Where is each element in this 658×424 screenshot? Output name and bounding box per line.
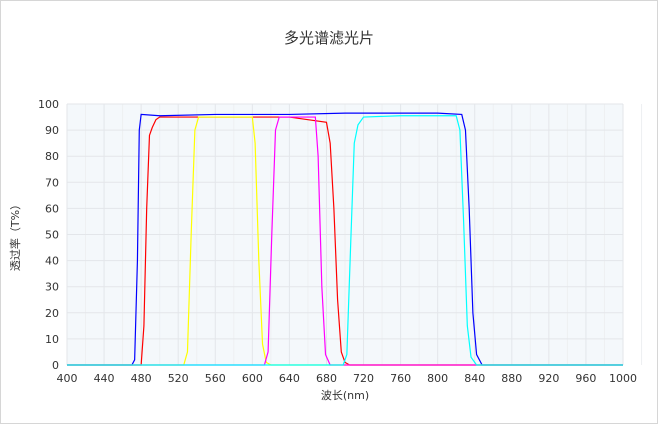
- chart-title: 多光谱滤光片: [284, 29, 374, 47]
- x-axis-label: 波长(nm): [321, 389, 369, 402]
- y-axis-label: 透过率（T%）: [8, 199, 22, 271]
- series-line-4: [67, 115, 623, 366]
- series-line-3: [67, 116, 623, 366]
- y-tick-label: 80: [45, 150, 59, 163]
- y-tick-label: 90: [45, 124, 59, 137]
- y-tick-label: 30: [45, 281, 59, 294]
- y-tick-label: 70: [45, 176, 59, 189]
- x-tick-label: 600: [242, 372, 263, 385]
- series-line-0: [67, 112, 623, 366]
- x-tick-label: 800: [427, 372, 448, 385]
- x-tick-label: 480: [131, 372, 152, 385]
- x-tick-label: 840: [464, 372, 485, 385]
- y-tick-label: 60: [45, 202, 59, 215]
- x-tick-label: 720: [353, 372, 374, 385]
- x-tick-label: 400: [57, 372, 78, 385]
- x-tick-label: 880: [501, 372, 522, 385]
- y-tick-label: 50: [45, 229, 59, 242]
- y-tick-label: 20: [45, 307, 59, 320]
- x-tick-label: 1000: [609, 372, 637, 385]
- y-tick-label: 0: [52, 359, 59, 372]
- x-tick-label: 640: [279, 372, 300, 385]
- x-tick-label: 560: [205, 372, 226, 385]
- x-tick-label: 960: [575, 372, 596, 385]
- x-tick-label: 680: [316, 372, 337, 385]
- y-tick-label: 10: [45, 333, 59, 346]
- x-tick-label: 440: [94, 372, 115, 385]
- x-tick-label: 920: [538, 372, 559, 385]
- x-tick-label: 760: [390, 372, 411, 385]
- y-tick-label: 100: [38, 98, 59, 111]
- y-tick-label: 40: [45, 255, 59, 268]
- x-tick-label: 520: [168, 372, 189, 385]
